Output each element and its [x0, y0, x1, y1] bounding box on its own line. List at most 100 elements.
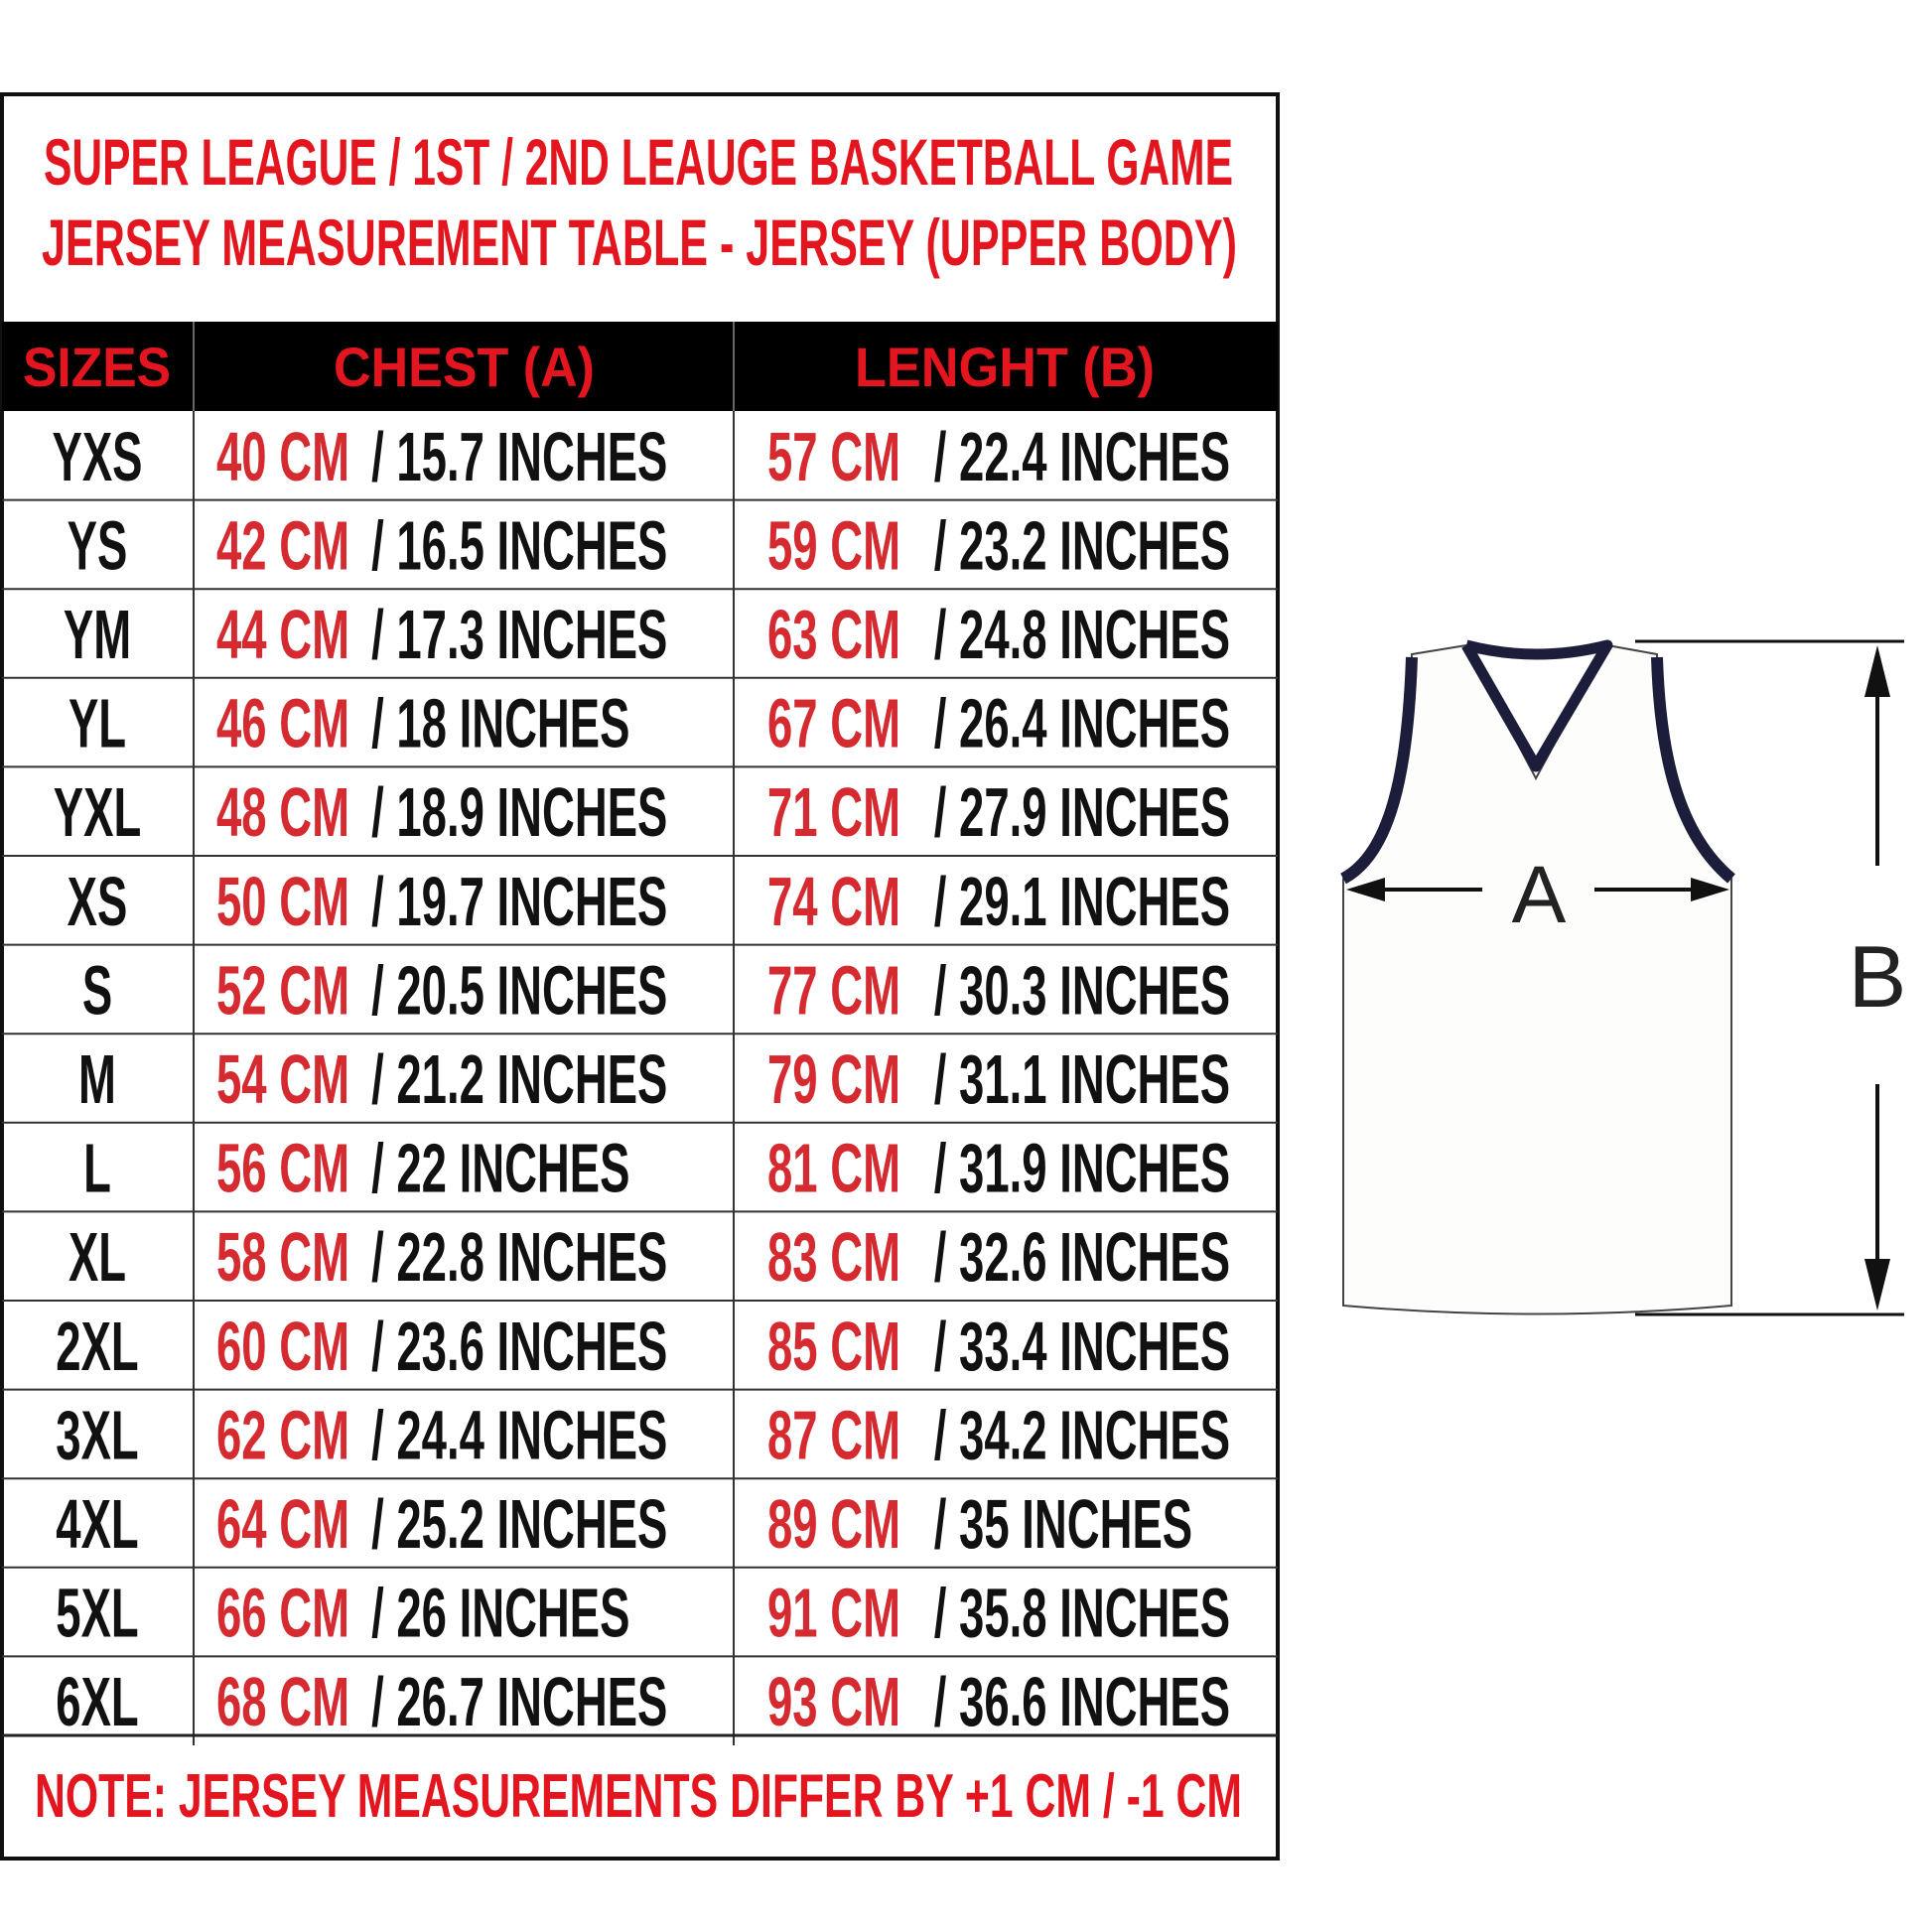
- length-cell: 67 CM / 26.4 INCHES: [767, 685, 1230, 762]
- size-cell: S: [82, 952, 112, 1030]
- label-b: B: [1849, 927, 1907, 1026]
- chest-cell-text: 58 CM / 22.8 INCHES: [216, 1218, 667, 1296]
- size-cell-text: M: [78, 1040, 116, 1118]
- note-text: NOTE: JERSEY MEASUREMENTS DIFFER BY +1 C…: [35, 1762, 1242, 1831]
- chest-cm: 58 CM: [216, 1218, 349, 1296]
- chest-cm: 50 CM: [216, 863, 349, 940]
- size-cell: 2XL: [56, 1308, 138, 1385]
- header-chest: CHEST (A): [334, 336, 595, 398]
- label-a: A: [1512, 850, 1567, 940]
- length-cell-text: 77 CM / 30.3 INCHES: [767, 952, 1230, 1030]
- length-cm: 83 CM: [767, 1218, 900, 1296]
- jersey-armhole-left-icon: [1339, 656, 1418, 885]
- table-body: YXS 40 CM/ 15.7 INCHES 57 CM/ 22.4 INCHESY…: [2, 411, 1278, 1745]
- size-cell-text: XL: [69, 1218, 126, 1296]
- chest-cell-text: 40 CM / 15.7 INCHES: [216, 418, 667, 495]
- length-cell-text: 63 CM / 24.8 INCHES: [767, 596, 1230, 673]
- length-cell: 74 CM / 29.1 INCHES: [767, 863, 1230, 940]
- chest-cell: 68 CM / 26.7 INCHES: [216, 1663, 667, 1740]
- chest-cell: 46 CM / 18 INCHES: [216, 685, 629, 762]
- chest-cell: 44 CM / 17.3 INCHES: [216, 596, 667, 673]
- size-label: YL: [69, 685, 126, 762]
- length-cm: 59 CM: [767, 507, 900, 585]
- chest-cell-text: 48 CM / 18.9 INCHES: [216, 773, 667, 851]
- chest-cm: 48 CM: [216, 773, 349, 851]
- chest-cm: 42 CM: [216, 507, 349, 585]
- table-row: 2XL 60 CM / 23.6 INCHES 85 CM / 33.4 INCHES: [2, 1300, 1278, 1390]
- size-cell: YS: [68, 507, 128, 585]
- size-label: YM: [64, 596, 131, 673]
- chest-cell-text: 62 CM / 24.4 INCHES: [216, 1397, 667, 1474]
- size-label: 5XL: [56, 1575, 138, 1652]
- chest-cell-text: 68 CM / 26.7 INCHES: [216, 1663, 667, 1740]
- length-inches: / 30.3 INCHES: [934, 952, 1230, 1030]
- chest-inches: / 26.7 INCHES: [371, 1663, 667, 1740]
- length-inches: / 29.1 INCHES: [934, 863, 1230, 940]
- chest-cell: 40 CM / 15.7 INCHES: [216, 418, 667, 495]
- length-cell: 71 CM / 27.9 INCHES: [767, 773, 1230, 851]
- length-cell-text: 93 CM / 36.6 INCHES: [767, 1663, 1230, 1740]
- chest-cell: 66 CM / 26 INCHES: [216, 1575, 629, 1652]
- length-cell: 63 CM / 24.8 INCHES: [767, 596, 1230, 673]
- table-row: YXS 40 CM / 15.7 INCHES 57 CM / 22.4 INCHES: [52, 411, 1230, 500]
- size-label: YS: [68, 507, 128, 585]
- size-label: 3XL: [56, 1397, 138, 1474]
- length-cell-text: 57 CM / 22.4 INCHES: [767, 418, 1230, 495]
- table-row: L 56 CM / 22 INCHES 81 CM / 31.9 INCHES: [2, 1121, 1278, 1212]
- chest-cell-text: 44 CM / 17.3 INCHES: [216, 596, 667, 673]
- table-row: 6XL 68 CM / 26.7 INCHES 93 CM / 36.6 INCHES: [2, 1655, 1278, 1745]
- table-row: XL 58 CM / 22.8 INCHES 83 CM / 32.6 INCHES: [2, 1210, 1278, 1301]
- chest-cell-text: 56 CM / 22 INCHES: [216, 1130, 629, 1207]
- size-cell-text: XS: [68, 863, 128, 940]
- size-label: S: [82, 952, 112, 1030]
- length-inches: / 22.4 INCHES: [934, 418, 1230, 495]
- length-cm: 67 CM: [767, 685, 900, 762]
- length-cell: 85 CM / 33.4 INCHES: [767, 1308, 1230, 1385]
- length-cell-text: 81 CM / 31.9 INCHES: [767, 1130, 1230, 1207]
- length-inches: / 36.6 INCHES: [934, 1663, 1230, 1740]
- chest-cm: 40 CM: [216, 418, 349, 495]
- length-cell: 83 CM / 32.6 INCHES: [767, 1218, 1230, 1296]
- length-cell: 91 CM / 35.8 INCHES: [767, 1575, 1230, 1652]
- size-cell: XS: [68, 863, 128, 940]
- length-cm: 74 CM: [767, 863, 900, 940]
- chest-cm: 44 CM: [216, 596, 349, 673]
- size-cell-text: 2XL: [56, 1308, 138, 1385]
- chest-cell: 58 CM / 22.8 INCHES: [216, 1218, 667, 1296]
- table-row: XS 50 CM / 19.7 INCHES 74 CM / 29.1 INCHES: [2, 855, 1278, 945]
- chest-cell-text: 52 CM / 20.5 INCHES: [216, 952, 667, 1030]
- chest-cm: 62 CM: [216, 1397, 349, 1474]
- chest-inches: / 17.3 INCHES: [371, 596, 667, 673]
- chest-cell: 52 CM / 20.5 INCHES: [216, 952, 667, 1030]
- size-cell: M: [78, 1040, 116, 1118]
- arrowhead-down-icon: [1864, 1259, 1890, 1311]
- title-line-2: JERSEY MEASUREMENT TABLE - JERSEY (UPPER…: [42, 206, 1237, 279]
- size-label: YXS: [52, 418, 142, 495]
- length-cm: 93 CM: [767, 1663, 900, 1740]
- header-sizes: SIZES: [23, 336, 171, 398]
- size-cell-text: YXS: [52, 418, 142, 495]
- chest-cm: 56 CM: [216, 1130, 349, 1207]
- table-row: YM 44 CM / 17.3 INCHES 63 CM / 24.8 INCHES: [2, 588, 1278, 678]
- chest-inches: / 15.7 INCHES: [371, 418, 667, 495]
- jersey-diagram: A B: [1339, 639, 1907, 1316]
- size-cell: YXS: [52, 418, 142, 495]
- chest-cell-text: 46 CM / 18 INCHES: [216, 685, 629, 762]
- chest-cm: 52 CM: [216, 952, 349, 1030]
- chest-cm: 66 CM: [216, 1575, 349, 1652]
- chest-cell: 60 CM / 23.6 INCHES: [216, 1308, 667, 1385]
- length-inches: / 35.8 INCHES: [934, 1575, 1230, 1652]
- size-label: 6XL: [56, 1663, 138, 1740]
- chest-inches: / 20.5 INCHES: [371, 952, 667, 1030]
- length-cm: 91 CM: [767, 1575, 900, 1652]
- chest-inches: / 22 INCHES: [371, 1130, 629, 1207]
- length-cm: 63 CM: [767, 596, 900, 673]
- length-cell: 81 CM / 31.9 INCHES: [767, 1130, 1230, 1207]
- jersey-neckline-icon: [1461, 639, 1613, 772]
- length-cell-text: 74 CM / 29.1 INCHES: [767, 863, 1230, 940]
- chest-cell-text: 64 CM / 25.2 INCHES: [216, 1485, 667, 1563]
- length-cell-text: 67 CM / 26.4 INCHES: [767, 685, 1230, 762]
- table-row: YXL 48 CM / 18.9 INCHES 71 CM / 27.9 INCHES: [2, 765, 1278, 856]
- chest-inches: / 16.5 INCHES: [371, 507, 667, 585]
